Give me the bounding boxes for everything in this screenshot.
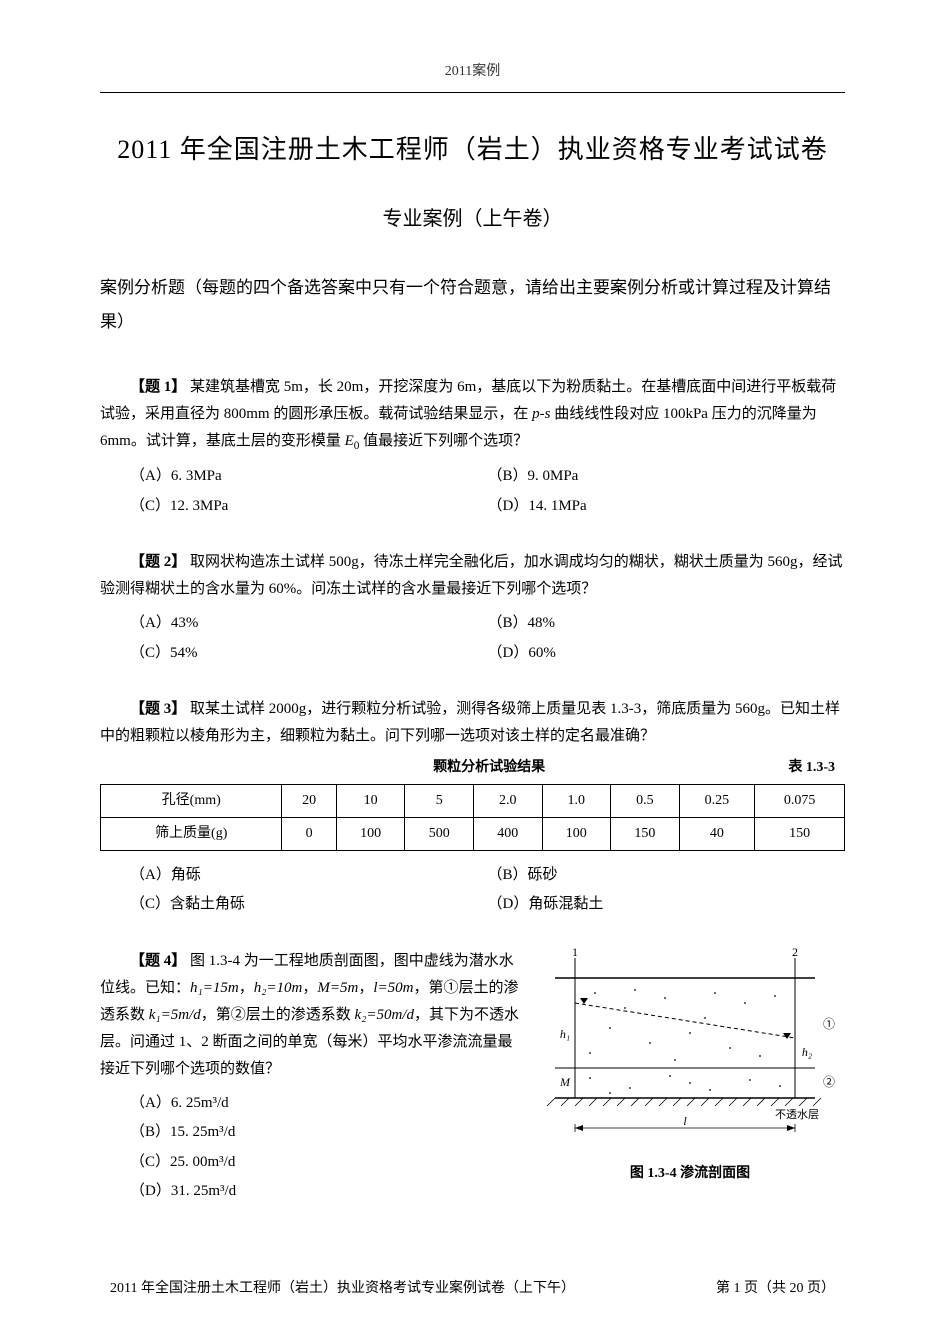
q4-option-a: （A）6. 25m³/d [100,1089,520,1119]
seepage-svg: 1 2 [535,948,835,1148]
q4-k2: k₂=50m/d [355,1007,415,1023]
row1-header: 孔径(mm) [101,785,282,818]
q4-option-d: （D）31. 25m³/d [100,1177,520,1207]
table-row-values: 筛上质量(g) 0 100 500 400 100 150 40 150 [101,817,845,850]
question-4: 【题 4】 图 1.3-4 为一工程地质剖面图，图中虚线为潜水水位线。已知：h₁… [100,948,845,1207]
q1-option-c: （C）12. 3MPa [130,492,488,522]
q3-option-b: （B）砾砂 [488,861,846,891]
question-1-text: 【题 1】 某建筑基槽宽 5m，长 20m，开挖深度为 6m，基底以下为粉质黏土… [100,374,845,456]
fig-label-layer1: ①层 [823,1017,835,1031]
q4-figure: 1 2 [535,948,845,1207]
q4-M: M=5m [317,980,358,996]
instructions: 案例分析题（每题的四个备选答案中只有一个符合题意，请给出主要案例分析或计算过程及… [100,271,845,339]
question-4-text: 【题 4】 图 1.3-4 为一工程地质剖面图，图中虚线为潜水水位线。已知：h₁… [100,948,520,1083]
val-7: 150 [755,817,845,850]
footer-left: 2011 年全国注册土木工程师（岩土）执业资格考试专业案例试卷（上下午） [110,1277,575,1301]
q3-option-c: （C）含黏土角砾 [130,890,488,920]
q2-option-b: （B）48% [488,609,846,639]
fig-label-sec2: 2 [792,948,798,959]
q2-option-c: （C）54% [130,639,488,669]
q3-body: 取某土试样 2000g，进行颗粒分析试验，测得各级筛上质量见表 1.3-3，筛底… [100,701,840,744]
q3-option-a: （A）角砾 [130,861,488,891]
q1-ps: p-s [532,406,550,422]
table-number: 表 1.3-3 [788,756,835,780]
question-3-text: 【题 3】 取某土试样 2000g，进行颗粒分析试验，测得各级筛上质量见表 1.… [100,696,845,750]
table-row-header: 孔径(mm) 20 10 5 2.0 1.0 0.5 0.25 0.075 [101,785,845,818]
seepage-diagram: 1 2 [535,948,845,1158]
question-3-options: （A）角砾 （B）砾砂 （C）含黏土角砾 （D）角砾混黏土 [100,861,845,920]
table-caption-spacer [110,756,190,780]
table-title: 颗粒分析试验结果 [190,756,788,780]
exam-page: 2011案例 2011 年全国注册土木工程师（岩土）执业资格专业考试试卷 专业案… [0,0,945,1340]
col-0: 20 [282,785,336,818]
page-footer: 2011 年全国注册土木工程师（岩土）执业资格考试专业案例试卷（上下午） 第 1… [100,1277,845,1301]
q4-container: 【题 4】 图 1.3-4 为一工程地质剖面图，图中虚线为潜水水位线。已知：h₁… [100,948,845,1207]
figure-caption: 图 1.3-4 渗流剖面图 [535,1162,845,1186]
question-1: 【题 1】 某建筑基槽宽 5m，长 20m，开挖深度为 6m，基底以下为粉质黏土… [100,374,845,521]
sub-title: 专业案例（上午卷） [100,202,845,236]
val-4: 100 [542,817,611,850]
question-2-text: 【题 2】 取网状构造冻土试样 500g，待冻土样完全融化后，加水调成均匀的糊状… [100,549,845,603]
q4-text-block: 【题 4】 图 1.3-4 为一工程地质剖面图，图中虚线为潜水水位线。已知：h₁… [100,948,520,1207]
q4-h2: h₂=10m [254,980,303,996]
q2-option-a: （A）43% [130,609,488,639]
col-3: 2.0 [473,785,542,818]
question-1-label: 【题 1】 [130,379,186,395]
fig-label-h2: h₂ [802,1045,812,1059]
val-0: 0 [282,817,336,850]
q4-option-b: （B）15. 25m³/d [100,1118,520,1148]
fig-label-impermeable: 不透水层 [775,1108,819,1121]
q4-s3: ， [358,980,373,996]
fig-label-sec1: 1 [572,948,578,959]
q4-s2: ， [302,980,317,996]
question-3: 【题 3】 取某土试样 2000g，进行颗粒分析试验，测得各级筛上质量见表 1.… [100,696,845,919]
col-1: 10 [336,785,405,818]
val-2: 500 [405,817,474,850]
q1-option-a: （A）6. 3MPa [130,462,488,492]
question-2: 【题 2】 取网状构造冻土试样 500g，待冻土样完全融化后，加水调成均匀的糊状… [100,549,845,668]
question-1-options: （A）6. 3MPa （B）9. 0MPa （C）12. 3MPa （D）14.… [100,462,845,521]
q4-l: l=50m [373,980,413,996]
q1-option-b: （B）9. 0MPa [488,462,846,492]
q4-option-c: （C）25. 00m³/d [100,1148,520,1178]
val-1: 100 [336,817,405,850]
main-title: 2011 年全国注册土木工程师（岩土）执业资格专业考试试卷 [100,128,845,172]
col-5: 0.5 [611,785,680,818]
q4-p3: ，第②层土的渗透系数 [201,1007,355,1023]
header-divider [100,92,845,93]
question-4-label: 【题 4】 [130,953,186,969]
question-2-label: 【题 2】 [130,554,186,570]
fig-label-h1: h₁ [560,1027,570,1041]
q4-k1: k₁=5m/d [149,1007,201,1023]
question-3-label: 【题 3】 [130,701,186,717]
val-6: 40 [679,817,755,850]
col-7: 0.075 [755,785,845,818]
table-caption-row: 颗粒分析试验结果 表 1.3-3 [100,756,845,780]
fig-label-l: l [683,1114,687,1128]
col-4: 1.0 [542,785,611,818]
question-2-options: （A）43% （B）48% （C）54% （D）60% [100,609,845,668]
question-4-options: （A）6. 25m³/d （B）15. 25m³/d （C）25. 00m³/d… [100,1089,520,1207]
row2-header: 筛上质量(g) [101,817,282,850]
q2-body: 取网状构造冻土试样 500g，待冻土样完全融化后，加水调成均匀的糊状，糊状土质量… [100,554,843,597]
col-6: 0.25 [679,785,755,818]
q4-h1: h₁=15m [190,980,239,996]
val-3: 400 [473,817,542,850]
fig-label-layer2: ②层 [823,1075,835,1089]
sieve-table: 孔径(mm) 20 10 5 2.0 1.0 0.5 0.25 0.075 筛上… [100,784,845,851]
val-5: 150 [611,817,680,850]
footer-right: 第 1 页（共 20 页） [716,1277,835,1301]
q3-option-d: （D）角砾混黏土 [488,890,846,920]
q1-text-3: 值最接近下列哪个选项？ [359,433,528,449]
q1-E: E [345,433,354,449]
fig-label-M: M [559,1075,571,1089]
q4-s1: ， [239,980,254,996]
q1-option-d: （D）14. 1MPa [488,492,846,522]
q2-option-d: （D）60% [488,639,846,669]
header-tag: 2011案例 [100,60,845,84]
col-2: 5 [405,785,474,818]
